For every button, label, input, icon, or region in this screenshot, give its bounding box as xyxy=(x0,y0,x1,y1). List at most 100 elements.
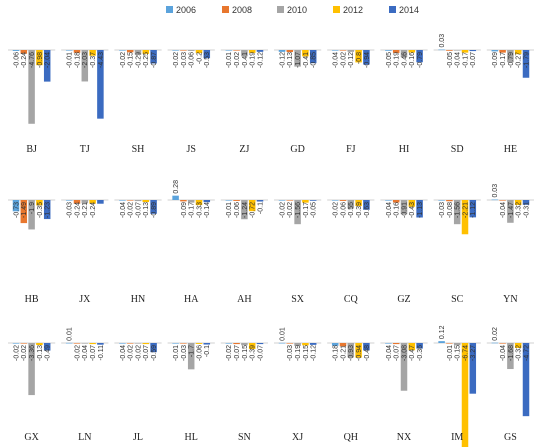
value-label-bj-2012: -0.98 xyxy=(37,52,44,68)
value-label-sd-2012: -0.17 xyxy=(462,52,469,68)
bar-hl-2012 xyxy=(195,343,203,344)
bar-gd-2006 xyxy=(278,50,286,52)
value-label-gs-2014: -4.72 xyxy=(523,345,530,361)
value-label-tj-2012: -0.37 xyxy=(90,52,97,68)
legend-swatch-2012 xyxy=(333,6,340,13)
value-label-gd-2010: -1.07 xyxy=(295,52,302,68)
bar-sh-2010 xyxy=(134,50,142,55)
bar-zj-2012 xyxy=(248,50,256,53)
value-label-sn-2006: -0.02 xyxy=(226,345,233,361)
value-label-jx-2008: -0.24 xyxy=(74,202,81,218)
bar-qh-2008 xyxy=(339,343,347,347)
value-label-zj-2012: -0.19 xyxy=(250,52,257,68)
value-label-fj-2014: -0.94 xyxy=(364,52,371,68)
region-label-nx: NX xyxy=(397,432,412,443)
region-panel-gz: -0.04 -0.16 -0.91 -0.43 -1.13 GZ xyxy=(380,199,428,305)
value-label-hb-2012: -0.35 xyxy=(37,202,44,218)
bar-hn-2010 xyxy=(134,200,142,202)
bar-hi-2010 xyxy=(400,50,408,58)
bar-hn-2014 xyxy=(150,200,157,214)
legend-label-2010: 2010 xyxy=(287,5,307,15)
value-label-tj-2008: -0.18 xyxy=(74,52,81,68)
bar-hl-2010 xyxy=(187,343,195,370)
value-label-tj-2006: -0.01 xyxy=(67,52,74,68)
bar-tj-2008 xyxy=(73,50,81,53)
legend-label-2006: 2006 xyxy=(176,5,196,15)
region-label-sd: SD xyxy=(451,144,464,155)
value-label-gd-2006: -0.12 xyxy=(279,52,286,68)
bar-xj-2012 xyxy=(302,343,309,346)
value-label-gz-2006: -0.04 xyxy=(386,202,393,218)
bar-zj-2008 xyxy=(233,50,240,51)
bar-hb-2010 xyxy=(28,200,35,230)
region-label-gs: GS xyxy=(504,432,517,443)
value-label-jx-2006: -0.03 xyxy=(67,202,74,218)
region-panel-he: -0.09 -0.17 -0.79 -0.27 -1.79 HE xyxy=(486,49,534,155)
bar-hb-2012 xyxy=(36,200,43,206)
bar-im-2006 xyxy=(438,341,445,343)
value-label-sh-2012: -0.25 xyxy=(143,52,150,68)
region-panel-xj: 0.01-0.03 -0.19 -0.15 -0.12 XJ xyxy=(274,327,322,443)
bar-ln-2006 xyxy=(65,342,73,344)
bar-nx-2006 xyxy=(385,343,392,344)
region-label-sh: SH xyxy=(132,144,145,155)
region-label-jl: JL xyxy=(133,432,143,443)
value-label-qh-2010: -0.93 xyxy=(348,345,355,361)
bar-xj-2014 xyxy=(309,343,317,345)
bar-js-2014 xyxy=(203,50,211,59)
bar-ha-2012 xyxy=(195,200,203,206)
legend-label-2012: 2012 xyxy=(343,5,363,15)
region-label-sn: SN xyxy=(238,432,251,443)
bar-gz-2006 xyxy=(385,200,392,201)
value-label-jx-2010: -0.21 xyxy=(82,202,89,218)
value-label-hb-2008: -1.49 xyxy=(21,202,28,218)
region-panel-hl: -0.01 -0.03 -1.7 -0.06 -0.1 HL xyxy=(167,342,215,443)
bar-nx-2014 xyxy=(416,343,423,349)
bar-fj-2006 xyxy=(331,50,339,51)
region-panel-js: -0.02 -0.03 -0.06 -0.2 -0.53 JS xyxy=(167,49,215,155)
value-label-fj-2010: -0.12 xyxy=(348,52,355,68)
bar-gz-2008 xyxy=(392,200,400,203)
region-label-im: IM xyxy=(451,432,463,443)
bar-he-2014 xyxy=(522,50,530,78)
value-label-hl-2006: -0.01 xyxy=(173,345,180,361)
value-label-sd-2010: -0.04 xyxy=(455,52,462,68)
value-label-gs-2010: -1.68 xyxy=(508,345,515,361)
value-label-he-2014: -1.79 xyxy=(523,52,530,68)
region-panel-cq: -0.02 -0.06 -0.55 -0.39 -0.63 CQ xyxy=(327,199,375,305)
region-panel-zj: -0.01 -0.02 -0.41 -0.19 -0.12 ZJ xyxy=(220,49,268,155)
bar-yn-2006 xyxy=(491,199,499,201)
bar-fj-2008 xyxy=(339,50,347,51)
bar-ah-2014 xyxy=(256,200,264,202)
bar-cq-2014 xyxy=(363,200,370,210)
value-label-he-2006: -0.09 xyxy=(492,52,499,68)
bar-sd-2014 xyxy=(469,50,477,52)
value-label-sc-2008: -0.08 xyxy=(447,202,454,218)
region-label-sx: SX xyxy=(291,294,305,305)
value-label-nx-2006: -0.04 xyxy=(386,345,393,361)
value-label-ln-2014: -0.11 xyxy=(98,345,105,361)
value-label-he-2010: -0.79 xyxy=(508,52,515,68)
value-label-gz-2010: -0.91 xyxy=(401,202,408,218)
bar-ln-2010 xyxy=(81,343,89,344)
region-panel-fj: -0.04 -0.02 -0.12 -0.8 -0.94 FJ xyxy=(327,49,375,155)
bar-ln-2014 xyxy=(97,343,104,345)
value-label-nx-2014: -0.36 xyxy=(417,345,424,361)
bar-qh-2006 xyxy=(331,343,339,346)
bar-hb-2008 xyxy=(20,200,28,224)
bar-he-2006 xyxy=(491,50,499,52)
value-label-ah-2010: -1.24 xyxy=(242,202,249,218)
bar-ah-2008 xyxy=(233,200,240,201)
bar-js-2012 xyxy=(195,50,203,54)
value-label-cq-2010: -0.55 xyxy=(348,202,355,218)
bar-gs-2008 xyxy=(499,343,506,344)
region-label-gd: GD xyxy=(290,144,304,155)
value-label-fj-2006: -0.04 xyxy=(333,52,340,68)
bar-js-2006 xyxy=(172,50,179,51)
bar-ha-2006 xyxy=(172,195,179,200)
value-label-gz-2012: -0.43 xyxy=(409,202,416,218)
bar-gd-2014 xyxy=(309,50,317,64)
